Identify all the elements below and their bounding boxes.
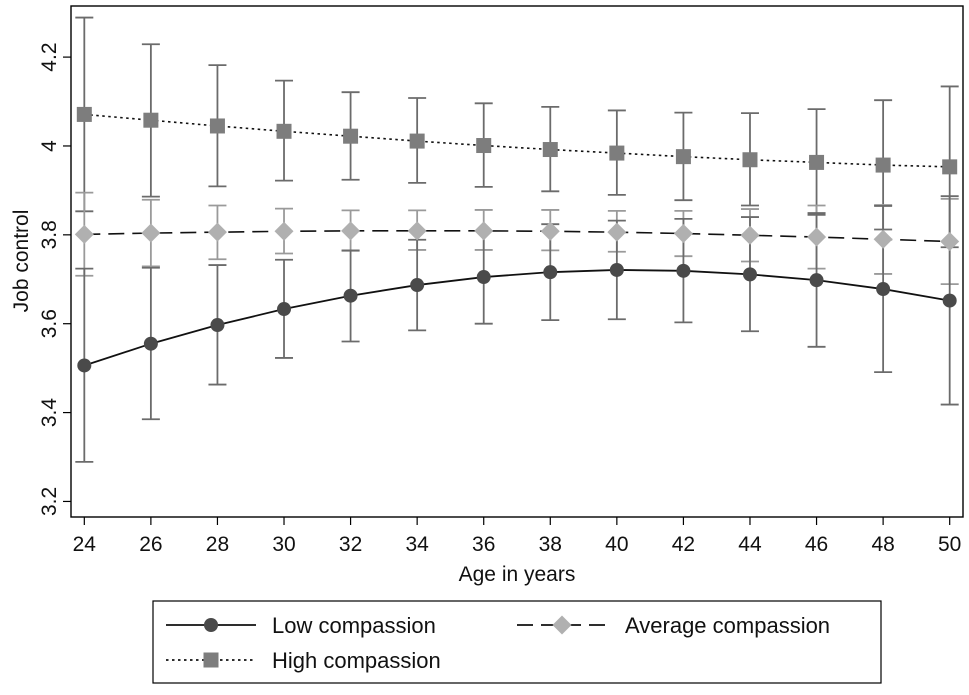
high-compassion-marker [875, 157, 891, 173]
low-compassion-marker [676, 263, 691, 278]
x-tick-label: 40 [605, 533, 628, 556]
low-compassion-marker [143, 336, 158, 351]
high-compassion-marker [809, 154, 825, 170]
x-tick-label: 26 [139, 533, 162, 556]
high-compassion-marker [143, 112, 159, 128]
x-tick-label: 34 [405, 533, 429, 556]
low-compassion-marker [277, 302, 292, 317]
y-tick-label: 3.8 [38, 220, 61, 249]
legend-label: Average compassion [625, 613, 830, 638]
x-tick-label: 32 [339, 533, 362, 556]
low-compassion-marker [809, 273, 824, 288]
x-tick-label: 48 [871, 533, 894, 556]
average-compassion-marker [540, 221, 560, 241]
x-axis-label: Age in years [459, 563, 576, 586]
high-compassion-marker [343, 128, 359, 144]
y-tick-label: 3.4 [38, 398, 61, 428]
y-tick-label: 4 [38, 140, 61, 152]
legend-frame [152, 600, 882, 684]
average-compassion-marker [407, 221, 427, 241]
average-compassion-marker [940, 232, 960, 252]
y-axis: 3.2 3.4 3.6 3.8 4 4.2 [38, 42, 71, 516]
x-tick-label: 24 [73, 533, 97, 556]
average-compassion-marker [341, 221, 361, 241]
average-compassion-marker [274, 221, 294, 241]
legend-label: High compassion [272, 648, 441, 673]
legend-entry-high-compassion: High compassion [166, 648, 441, 673]
average-compassion-marker [74, 224, 94, 244]
high-compassion-marker [542, 142, 558, 158]
average-compassion-marker [807, 227, 827, 247]
low-compassion-marker [210, 318, 225, 333]
plot-frame [70, 5, 964, 518]
plot-area [70, 5, 964, 518]
average-compassion-marker [141, 223, 161, 243]
low-compassion-marker [543, 265, 558, 280]
x-tick-label: 28 [206, 533, 229, 556]
x-tick-label: 50 [938, 533, 961, 556]
high-compassion-marker [742, 152, 758, 168]
legend-swatch-marker [203, 652, 219, 668]
x-tick-label: 36 [472, 533, 495, 556]
series-markers [74, 106, 960, 373]
average-compassion-marker [474, 221, 494, 241]
high-compassion-marker [675, 149, 691, 165]
y-tick-label: 3.6 [38, 309, 61, 338]
low-compassion-marker [410, 278, 425, 293]
low-compassion-marker [609, 262, 624, 277]
low-compassion-marker [77, 358, 92, 373]
x-tick-label: 30 [272, 533, 295, 556]
high-compassion-marker [942, 159, 958, 175]
low-compassion-marker [942, 293, 957, 308]
high-compassion-marker [409, 133, 425, 149]
legend-swatch-marker [552, 615, 572, 635]
average-compassion-marker [207, 222, 227, 242]
average-compassion-marker [673, 224, 693, 244]
legend-swatch-marker [204, 618, 218, 632]
high-compassion-marker [209, 118, 225, 134]
x-axis: 24 26 28 30 32 34 36 38 40 42 44 46 48 50 [73, 517, 961, 556]
low-compassion-marker [476, 270, 491, 285]
y-tick-label: 3.2 [38, 487, 61, 516]
x-tick-label: 38 [539, 533, 562, 556]
legend-entry-average-compassion: Average compassion [517, 613, 830, 638]
legend-label: Low compassion [272, 613, 436, 638]
legend-entries: Low compassion Average compassion High com… [166, 613, 830, 673]
x-tick-label: 44 [738, 533, 762, 556]
high-compassion-marker [476, 138, 492, 154]
high-compassion-line [84, 113, 950, 168]
x-tick-label: 46 [805, 533, 828, 556]
legend: Low compassion Average compassion High com… [152, 600, 882, 684]
low-compassion-line [84, 269, 950, 367]
low-compassion-marker [343, 288, 358, 303]
high-compassion-marker [76, 106, 92, 122]
high-compassion-marker [276, 123, 292, 139]
high-compassion-marker [609, 145, 625, 161]
y-tick-label: 4.2 [38, 42, 61, 71]
average-compassion-marker [607, 222, 627, 242]
average-compassion-marker [873, 229, 893, 249]
x-tick-label: 42 [672, 533, 695, 556]
average-compassion-line [84, 230, 950, 243]
average-compassion-marker [740, 225, 760, 245]
low-compassion-marker [876, 282, 891, 297]
series-lines [84, 113, 950, 367]
low-compassion-marker [742, 267, 757, 282]
y-axis-label: Job control [10, 210, 33, 313]
legend-entry-low-compassion: Low compassion [166, 613, 436, 638]
